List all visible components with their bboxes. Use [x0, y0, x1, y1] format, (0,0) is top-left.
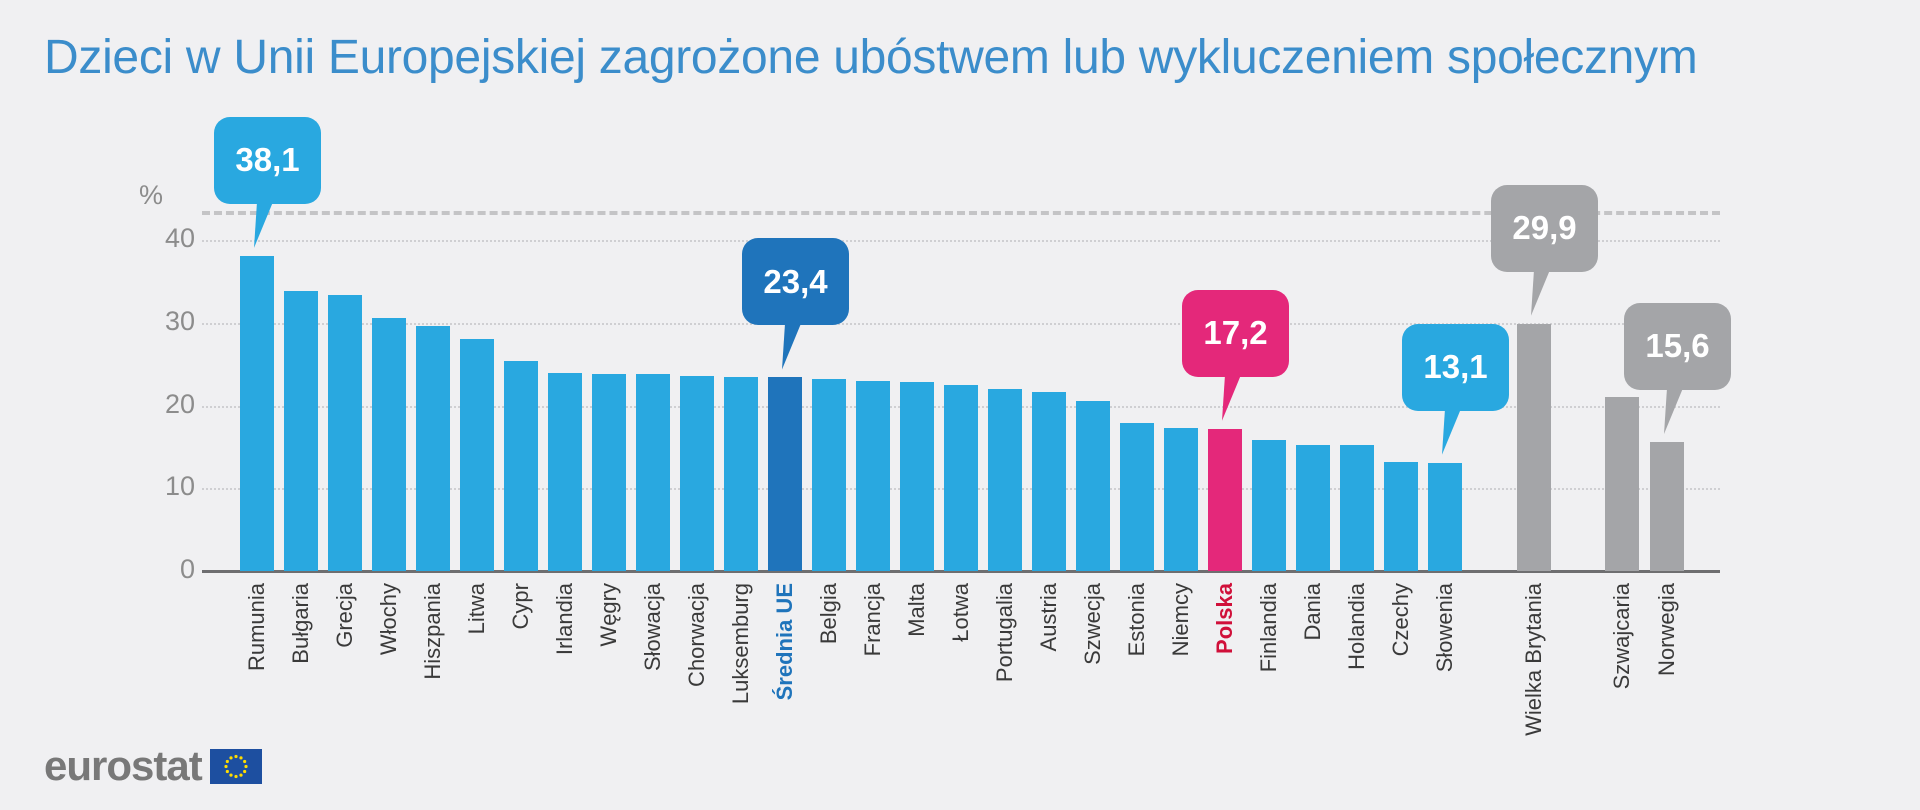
eurostat-logo: eurostat — [44, 742, 262, 790]
y-tick-label: 30 — [164, 305, 195, 336]
bar-węgry — [592, 374, 626, 571]
value-callout: 23,4 — [742, 238, 849, 326]
callout-pointer — [1664, 387, 1683, 434]
chart-title: Dzieci w Unii Europejskiej zagrożone ubó… — [44, 31, 1698, 84]
y-tick-label: 40 — [164, 223, 195, 254]
dashed-top-line — [202, 211, 1720, 215]
bar-cypr — [504, 360, 538, 571]
bar-holandia — [1340, 445, 1374, 571]
y-tick-label: 20 — [164, 388, 195, 419]
bar-bułgaria — [284, 291, 318, 571]
y-axis-unit: % — [138, 180, 163, 210]
bar-austria — [1032, 392, 1066, 571]
bar-luksemburg — [724, 376, 758, 571]
callout-pointer — [1531, 269, 1550, 316]
bar-szwecja — [1076, 400, 1110, 571]
gridline — [202, 240, 1720, 243]
bar-wielka-brytania — [1517, 323, 1551, 571]
callout-pointer — [254, 201, 273, 248]
bar-średnia-ue — [768, 377, 802, 571]
value-callout: 13,1 — [1402, 323, 1509, 411]
bar-portugalia — [988, 389, 1022, 571]
bar-dania — [1296, 445, 1330, 571]
callout-pointer — [782, 323, 801, 370]
bar-finlandia — [1252, 439, 1286, 571]
bar-szwajcaria — [1605, 397, 1639, 571]
value-callout: 15,6 — [1624, 302, 1731, 390]
callout-pointer — [1442, 408, 1461, 455]
value-callout: 38,1 — [214, 116, 321, 204]
bar-polska — [1208, 428, 1242, 571]
x-axis-line — [202, 570, 1720, 573]
eu-flag-icon — [209, 748, 262, 784]
bar-hiszpania — [416, 326, 450, 571]
y-tick-label: 10 — [164, 471, 195, 502]
y-tick-label: 0 — [179, 554, 195, 584]
bar-francja — [856, 380, 890, 571]
bar-belgia — [812, 379, 846, 571]
bar-rumunia — [240, 255, 274, 571]
callout-pointer — [1222, 374, 1241, 421]
bar-grecja — [328, 294, 362, 571]
bar-włochy — [372, 317, 406, 571]
bar-chorwacja — [680, 375, 714, 571]
bar-estonia — [1120, 422, 1154, 571]
gridline — [202, 322, 1720, 325]
bar-irlandia — [548, 372, 582, 571]
bar-malta — [900, 382, 934, 571]
bar-niemcy — [1164, 427, 1198, 571]
value-callout: 29,9 — [1491, 184, 1598, 272]
logo-text: eurostat — [44, 742, 203, 789]
value-callout: 17,2 — [1182, 289, 1289, 377]
bar-norwegia — [1650, 441, 1684, 571]
bar-łotwa — [944, 384, 978, 571]
bar-słowacja — [636, 374, 670, 571]
bar-słowenia — [1428, 462, 1462, 571]
bar-litwa — [460, 339, 494, 571]
bar-czechy — [1384, 461, 1418, 571]
